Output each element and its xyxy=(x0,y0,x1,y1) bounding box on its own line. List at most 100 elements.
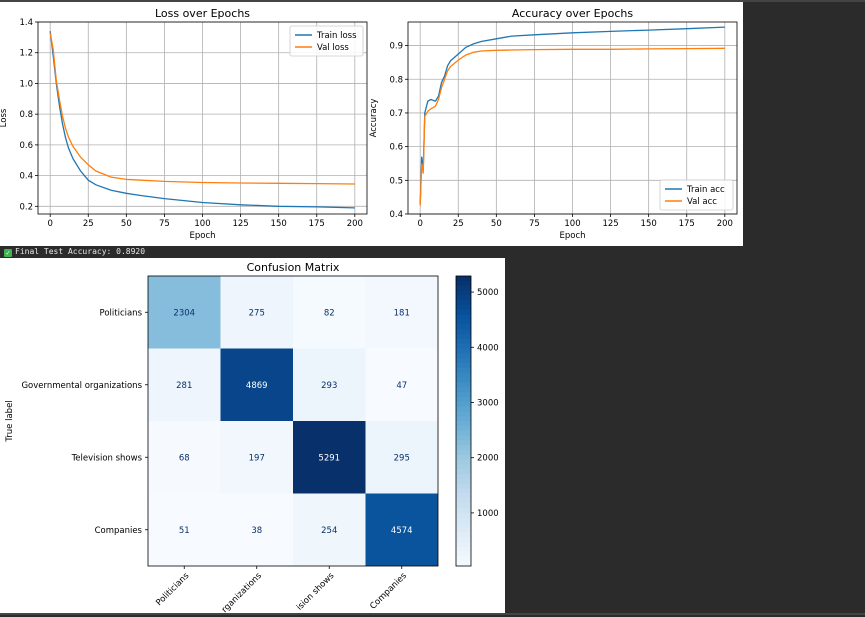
colorbar-band xyxy=(456,358,471,364)
loss-xtick-label: 175 xyxy=(309,219,325,229)
colorbar-band xyxy=(456,561,471,567)
colorbar-band xyxy=(456,435,471,441)
colorbar-band xyxy=(456,387,471,393)
loss-xtick-label: 150 xyxy=(271,219,287,229)
cm-cell xyxy=(148,348,221,421)
colorbar-band xyxy=(456,479,471,485)
colorbar-band xyxy=(456,503,471,509)
accuracy-xtick-label: 0 xyxy=(417,219,422,229)
cm-cell-value: 4574 xyxy=(391,526,413,536)
cm-cell xyxy=(220,276,293,349)
colorbar-band xyxy=(456,425,471,432)
cm-cell-value: 2304 xyxy=(173,308,195,318)
colorbar-band xyxy=(456,309,471,316)
loss-xtick-label: 100 xyxy=(194,219,210,229)
accuracy-title: Accuracy over Epochs xyxy=(512,7,633,20)
colorbar-band xyxy=(456,372,471,379)
accuracy-xtick-label: 75 xyxy=(529,219,540,229)
confusion-matrix-figure: Confusion Matrix 2304 275 82 181 281 4869 293 47… xyxy=(0,258,505,615)
colorbar-band xyxy=(456,430,471,437)
cm-cell-value: 47 xyxy=(396,381,407,391)
accuracy-chart: 0 25 50 75 100 125 150 175 200 0.4 0.5 0.6 0.7 0.8 0.9… xyxy=(369,7,738,241)
cm-row-label: Governmental organizations xyxy=(21,381,142,391)
colorbar-band xyxy=(456,483,471,490)
accuracy-xtick-label: 25 xyxy=(453,219,464,229)
colorbar-band xyxy=(456,367,471,374)
accuracy-xtick-label: 150 xyxy=(641,219,657,229)
loss-series-line-2 xyxy=(49,32,355,185)
loss-xtick-label: 0 xyxy=(47,219,52,229)
colorbar-band xyxy=(456,459,471,466)
cm-cell-value: 5291 xyxy=(318,453,340,463)
colorbar-band xyxy=(456,517,471,524)
loss-series-line-1 xyxy=(49,31,355,209)
loss-legend-box xyxy=(289,25,364,57)
colorbar-band xyxy=(456,324,471,330)
cm-cell-value: 293 xyxy=(321,381,337,391)
accuracy-ytick-label: 0.5 xyxy=(389,176,403,186)
cm-cell-value: 51 xyxy=(179,526,190,536)
colorbar-band xyxy=(456,454,471,461)
cm-cell xyxy=(148,421,221,494)
loss-legend-label: Train loss xyxy=(316,31,357,41)
colorbar-band xyxy=(456,290,471,296)
cm-cell-value: 275 xyxy=(249,308,265,318)
colorbar-band xyxy=(456,527,471,533)
colorbar-band xyxy=(456,295,471,301)
colorbar-band xyxy=(456,406,471,412)
colorbar-band xyxy=(456,546,471,553)
cm-cell xyxy=(293,276,366,349)
colorbar-band xyxy=(456,411,471,417)
colorbar-band xyxy=(456,445,471,451)
accuracy-legend-box xyxy=(659,179,734,211)
confusion-matrix-svg: Confusion Matrix 2304 275 82 181 281 4869 293 47… xyxy=(5,261,499,615)
training-curves-figure: 0 25 50 75 100 125 150 175 200 0.2 0.4 0.6 0.8 1.0 1.2… xyxy=(0,2,743,246)
colorbar-band xyxy=(456,498,471,504)
colorbar-band xyxy=(456,285,471,292)
colorbar-band xyxy=(456,377,471,383)
cm-col-label: Politicians xyxy=(154,571,192,609)
cm-title: Confusion Matrix xyxy=(247,261,340,274)
accuracy-ytick-label: 0.6 xyxy=(389,143,403,153)
cm-cell xyxy=(293,421,366,494)
accuracy-xtick-label: 175 xyxy=(679,219,695,229)
colorbar-tick-label: 2000 xyxy=(477,454,499,464)
cm-col-label: ision shows xyxy=(295,571,337,613)
accuracy-xtick-label: 100 xyxy=(564,219,580,229)
loss-ytick-label: 0.4 xyxy=(19,172,33,182)
checkmark-icon: ✓ xyxy=(4,249,12,257)
accuracy-ytick-label: 0.7 xyxy=(389,109,403,119)
colorbar-tick-label: 5000 xyxy=(477,288,499,298)
accuracy-series-line-1 xyxy=(419,26,725,204)
colorbar-band xyxy=(456,508,471,514)
colorbar-band xyxy=(456,488,471,495)
loss-ytick-label: 0.6 xyxy=(19,141,33,151)
cm-frame xyxy=(147,275,439,567)
colorbar-band xyxy=(456,401,471,408)
colorbar-band xyxy=(456,474,471,480)
colorbar-band xyxy=(456,280,471,287)
colorbar-band xyxy=(456,343,471,350)
colorbar-band xyxy=(456,532,471,538)
cm-cell xyxy=(365,421,438,494)
loss-ylabel: Loss xyxy=(0,108,9,127)
cm-row-label: Companies xyxy=(95,526,143,536)
cm-cell-value: 38 xyxy=(251,526,262,536)
status-text: Final Test Accuracy: 0.8920 xyxy=(15,247,146,256)
colorbar-band xyxy=(456,305,471,311)
loss-xtick-label: 200 xyxy=(347,219,363,229)
top-strip xyxy=(0,0,865,2)
cm-cell xyxy=(365,348,438,421)
colorbar-band xyxy=(456,353,471,359)
cm-cell xyxy=(220,348,293,421)
loss-ytick-label: 0.8 xyxy=(19,110,33,120)
accuracy-legend-label: Train acc xyxy=(686,185,725,195)
cm-cell-value: 68 xyxy=(179,453,190,463)
cm-cell xyxy=(365,493,438,566)
cm-cell xyxy=(148,493,221,566)
colorbar-tick-label: 3000 xyxy=(477,398,499,408)
colorbar-band xyxy=(456,396,471,403)
accuracy-series-line-2 xyxy=(419,47,725,206)
cm-cell-value: 181 xyxy=(394,308,410,318)
colorbar-band xyxy=(456,512,471,519)
